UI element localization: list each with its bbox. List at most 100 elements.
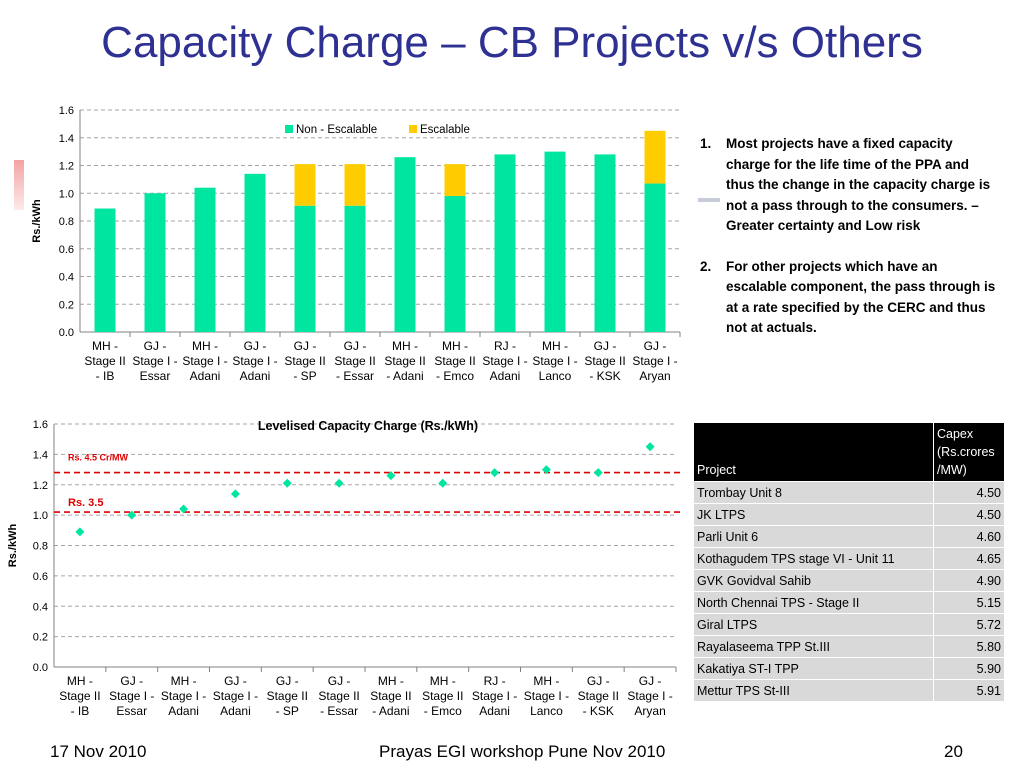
capex-cell: 4.50 xyxy=(933,503,1004,526)
y-axis-title: Rs./kWh xyxy=(31,199,43,243)
bar-segment xyxy=(194,187,216,332)
note-item: 1. Most projects have a fixed capacity c… xyxy=(700,134,1000,237)
bar-segment xyxy=(644,183,666,332)
capex-cell: 4.65 xyxy=(933,547,1004,570)
scatter-point xyxy=(75,527,85,537)
y-tick-label: 1.6 xyxy=(33,419,48,431)
table-row: Giral LTPS 5.72 xyxy=(694,613,1004,636)
x-tick-label: MH -Stage I -Lanco xyxy=(524,674,569,718)
y-tick-label: 0.4 xyxy=(59,272,74,284)
bar-segment xyxy=(94,208,116,332)
table-row: GVK Govidval Sahib 4.90 xyxy=(694,569,1004,592)
table-row: Kothagudem TPS stage VI - Unit 11 4.65 xyxy=(694,547,1004,570)
scatter-point xyxy=(438,478,448,488)
bar-segment xyxy=(544,151,566,332)
bar-segment xyxy=(344,164,366,206)
bar-segment xyxy=(294,205,316,332)
y-tick-label: 0.4 xyxy=(33,601,48,613)
scatter-point xyxy=(230,489,240,499)
bar-segment xyxy=(394,157,416,332)
project-cell: Kakatiya ST-I TPP xyxy=(694,657,934,680)
y-tick-label: 0.6 xyxy=(59,244,74,256)
y-tick-label: 0.8 xyxy=(59,216,74,228)
capex-cell: 5.72 xyxy=(933,613,1004,636)
capex-cell: 4.50 xyxy=(933,481,1004,504)
table-row: North Chennai TPS - Stage II 5.15 xyxy=(694,591,1004,614)
x-tick-label: RJ -Stage I -Adani xyxy=(482,339,527,383)
scatter-chart: 0.0 0.2 0.4 0.6 0.8 1.0 1.2 1.4 1.6 Rs./kWh MH -St… xyxy=(7,419,684,718)
x-tick-label: MH -Stage I -Adani xyxy=(182,339,227,383)
bar-segment xyxy=(644,130,666,184)
note-text: Most projects have a fixed capacity char… xyxy=(726,136,991,233)
stacked-bar-chart: 0.0 0.2 0.4 0.6 0.8 1.0 1.2 1.4 1.6 Rs./kWh MH -St… xyxy=(31,105,681,383)
x-tick-label: GJ -Stage II - SP xyxy=(267,674,308,718)
y-tick-label: 1.0 xyxy=(59,188,74,200)
capex-table: Project Capex (Rs.crores /MW) Trombay Un… xyxy=(694,423,1004,701)
scatter-point xyxy=(490,468,500,478)
x-tick-label: MH -Stage I -Adani xyxy=(161,674,206,718)
y-tick-label: 0.2 xyxy=(33,632,48,644)
note-text: For other projects which have an escalab… xyxy=(726,258,996,336)
reference-line-label: Rs. 4.5 Cr/MW xyxy=(68,453,129,463)
x-tick-label: GJ -Stage I -Adani xyxy=(213,674,258,718)
x-tick-label: GJ -Stage I -Aryan xyxy=(627,674,672,718)
x-tick-label: MH -Stage II - Adani xyxy=(370,674,411,718)
capex-cell: 5.91 xyxy=(933,679,1004,701)
bar-segment xyxy=(494,154,516,332)
chart-title: Levelised Capacity Charge (Rs./kWh) xyxy=(258,419,478,433)
scatter-point xyxy=(541,465,551,475)
slide-title: Capacity Charge – CB Projects v/s Others xyxy=(101,18,923,67)
y-tick-label: 0.0 xyxy=(33,662,48,674)
legend-swatch xyxy=(409,125,417,133)
footer-date: 17 Nov 2010 xyxy=(50,742,147,761)
table-row: Parli Unit 6 4.60 xyxy=(694,525,1004,548)
footer-event: Prayas EGI workshop Pune Nov 2010 xyxy=(379,742,666,761)
x-tick-label: GJ -Stage II - SP xyxy=(284,339,325,383)
table-row: Trombay Unit 8 4.50 xyxy=(694,481,1004,504)
bar-segment xyxy=(594,154,616,332)
x-tick-label: GJ -Stage I -Aryan xyxy=(632,339,677,383)
x-tick-label: MH -Stage II - Emco xyxy=(434,339,475,383)
x-tick-label: GJ -Stage I -Adani xyxy=(232,339,277,383)
legend-label: Non - Escalable xyxy=(296,124,377,136)
table-header-row: Project Capex (Rs.crores /MW) xyxy=(694,423,1004,482)
scatter-point xyxy=(282,478,292,488)
header-project: Project xyxy=(694,423,934,482)
table-row: Kakatiya ST-I TPP 5.90 xyxy=(694,657,1004,680)
x-tick-label: MH -Stage II - Adani xyxy=(384,339,425,383)
y-tick-label: 1.0 xyxy=(33,510,48,522)
x-tick-label: GJ -Stage II - KSK xyxy=(584,339,625,383)
capex-cell: 5.15 xyxy=(933,591,1004,614)
x-tick-label: GJ -Stage II - Essar xyxy=(318,674,359,718)
y-tick-label: 0.8 xyxy=(33,541,48,553)
y-axis-title: Rs./kWh xyxy=(7,524,19,568)
project-cell: JK LTPS xyxy=(694,503,934,526)
x-tick-label: MH -Stage II - IB xyxy=(84,339,125,383)
legend-label: Escalable xyxy=(420,124,470,136)
scatter-point xyxy=(593,468,603,478)
project-cell: Giral LTPS xyxy=(694,613,934,636)
y-tick-label: 1.6 xyxy=(59,105,74,117)
y-tick-label: 0.2 xyxy=(59,299,74,311)
project-cell: Trombay Unit 8 xyxy=(694,481,934,504)
scatter-point xyxy=(645,442,655,452)
footer-page-number: 20 xyxy=(944,742,963,761)
project-cell: Kothagudem TPS stage VI - Unit 11 xyxy=(694,547,934,570)
bar-segment xyxy=(244,173,266,332)
x-tick-label: GJ -Stage I -Essar xyxy=(132,339,177,383)
decorative-line xyxy=(698,198,720,202)
capex-cell: 5.80 xyxy=(933,635,1004,658)
project-cell: Mettur TPS St-III xyxy=(694,679,934,701)
notes-list: 1. Most projects have a fixed capacity c… xyxy=(700,134,1000,359)
y-tick-label: 1.4 xyxy=(59,133,74,145)
project-cell: GVK Govidval Sahib xyxy=(694,569,934,592)
scatter-point xyxy=(334,478,344,488)
capex-cell: 4.60 xyxy=(933,525,1004,548)
y-tick-label: 1.2 xyxy=(33,480,48,492)
note-number: 2. xyxy=(700,258,712,274)
reference-line-label: Rs. 3.5 xyxy=(68,497,103,509)
scatter-point xyxy=(386,471,396,481)
x-tick-label: MH -Stage II - Emco xyxy=(422,674,463,718)
note-item: 2. For other projects which have an esca… xyxy=(700,257,1000,339)
x-tick-label: GJ -Stage II - KSK xyxy=(578,674,619,718)
